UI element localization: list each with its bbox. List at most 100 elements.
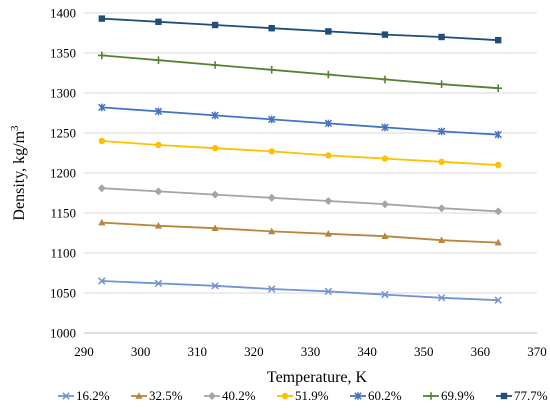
data-point	[98, 137, 106, 145]
data-point	[98, 218, 106, 226]
legend-label: 69.9%	[441, 388, 475, 403]
data-point	[437, 294, 446, 302]
y-tick-label: 1200	[50, 166, 76, 181]
data-point	[154, 56, 163, 64]
data-point	[437, 204, 446, 213]
data-point	[380, 200, 389, 209]
data-point	[211, 282, 219, 290]
legend-marker	[427, 392, 435, 400]
data-point	[211, 61, 219, 69]
data-point	[494, 207, 503, 216]
legend-label: 77.7%	[514, 388, 548, 403]
legend-marker	[208, 392, 216, 400]
data-point	[381, 155, 389, 162]
series-line	[101, 187, 499, 213]
data-point	[268, 227, 276, 235]
data-point	[325, 152, 332, 159]
data-point	[437, 127, 446, 136]
legend-item: 32.5%	[131, 388, 183, 403]
legend: 16.2% 32.5% 40.2% 51.9% 60.2% 69.9% 77.7%	[58, 388, 548, 403]
y-tick-label: 1300	[50, 86, 76, 101]
legend-marker	[281, 392, 289, 400]
data-point	[324, 197, 333, 205]
legend-item: 16.2%	[58, 388, 110, 403]
legend-marker	[354, 392, 362, 400]
data-point	[211, 190, 220, 199]
series-2	[97, 184, 503, 216]
y-axis-title-text: Density, kg/m	[11, 130, 28, 220]
y-tick-label: 1350	[50, 46, 76, 61]
x-tick-label: 370	[527, 344, 547, 359]
legend-item: 60.2%	[350, 388, 402, 403]
data-point	[268, 148, 275, 155]
x-tick-label: 340	[357, 344, 377, 359]
y-tick-label: 1400	[50, 6, 76, 21]
legend-item: 51.9%	[277, 388, 329, 403]
data-point	[438, 33, 445, 41]
data-point	[268, 25, 275, 32]
gridlines	[84, 12, 537, 294]
series-5	[98, 51, 503, 92]
data-point	[381, 31, 389, 38]
y-tick-label: 1150	[50, 206, 76, 221]
data-point	[494, 130, 502, 139]
data-point	[495, 161, 502, 169]
data-point	[267, 193, 276, 202]
legend-label: 40.2%	[222, 388, 256, 403]
legend-label: 60.2%	[368, 388, 402, 403]
series-layer	[97, 15, 503, 304]
x-tick-label: 330	[301, 344, 321, 359]
series-line	[101, 17, 499, 42]
legend-item: 40.2%	[204, 388, 256, 403]
data-point	[381, 75, 389, 84]
legend-marker	[135, 392, 143, 399]
data-point	[438, 158, 445, 165]
data-point	[98, 15, 106, 22]
data-point	[154, 187, 163, 196]
data-point	[211, 111, 219, 120]
series-line	[101, 140, 499, 166]
x-tick-label: 320	[244, 344, 264, 359]
y-tick-label: 1050	[50, 286, 76, 301]
data-point	[494, 238, 502, 246]
data-point	[267, 285, 276, 293]
y-axis-title-superscript: 3	[9, 125, 21, 131]
data-point	[267, 115, 276, 124]
data-point	[98, 51, 106, 60]
series-line	[101, 280, 499, 302]
data-point	[155, 18, 162, 25]
data-point	[325, 28, 332, 35]
data-point	[154, 107, 163, 116]
legend-marker	[500, 392, 508, 400]
data-point	[437, 236, 446, 243]
x-tick-label: 290	[74, 344, 94, 359]
series-line	[101, 54, 499, 90]
x-tick-label: 310	[188, 344, 208, 359]
y-tick-labels: 1000 1050 1100 1150 1200 1250 1300 1350 1400	[50, 6, 76, 341]
legend-label: 51.9%	[295, 388, 329, 403]
data-point	[381, 123, 389, 132]
data-point	[437, 80, 446, 88]
data-point	[211, 21, 219, 29]
data-point	[267, 66, 276, 74]
data-point	[98, 103, 106, 112]
y-tick-label: 1100	[50, 246, 76, 261]
y-axis-title: Density, kg/m3	[9, 125, 28, 221]
legend-marker	[62, 392, 70, 400]
data-point	[381, 290, 389, 299]
x-tick-label: 350	[414, 344, 434, 359]
series-0	[98, 277, 502, 304]
data-point	[211, 224, 219, 231]
data-point	[324, 230, 332, 237]
series-line	[101, 221, 499, 244]
x-tick-label: 360	[471, 344, 491, 359]
data-point	[154, 279, 163, 288]
legend-label: 16.2%	[76, 388, 110, 403]
series-4	[98, 103, 502, 139]
legend-item: 77.7%	[496, 388, 548, 403]
data-point	[155, 141, 162, 149]
data-point	[324, 119, 333, 128]
data-point	[324, 287, 333, 296]
legend-label: 32.5%	[149, 388, 183, 403]
